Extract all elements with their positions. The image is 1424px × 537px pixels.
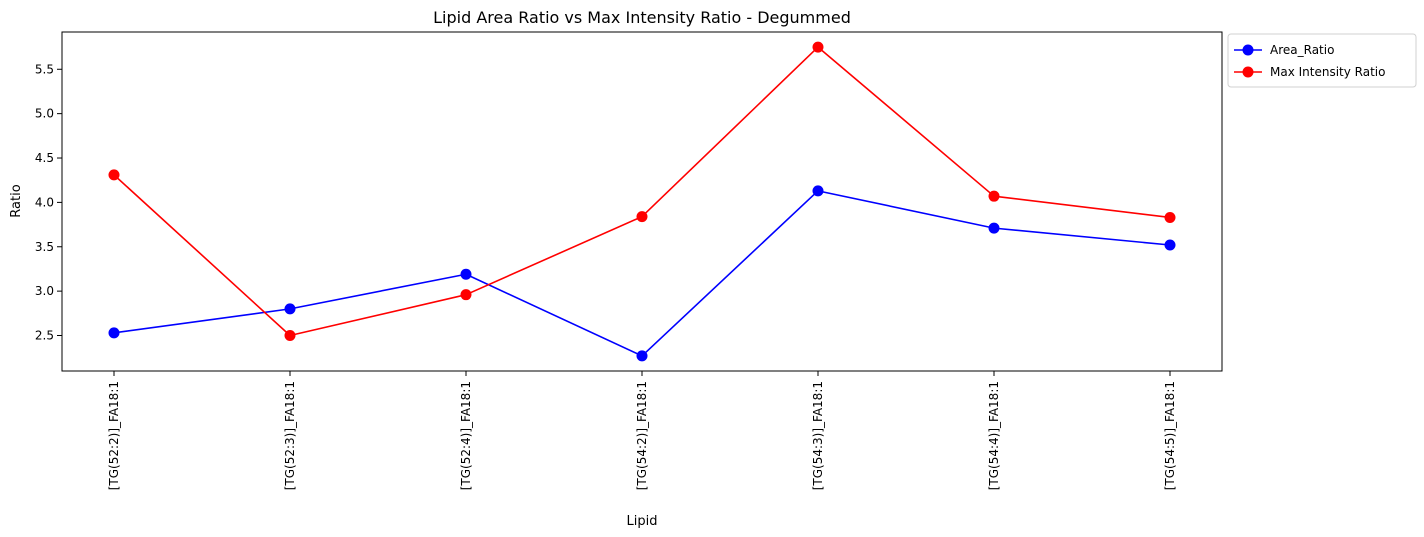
data-point: [988, 190, 1000, 202]
x-tick-label: [TG(52:4)]_FA18:1: [459, 381, 473, 490]
legend-frame: [1227, 33, 1417, 88]
x-tick-label: [TG(54:2)]_FA18:1: [635, 381, 649, 490]
chart-title: Lipid Area Ratio vs Max Intensity Ratio …: [433, 8, 851, 27]
data-point: [812, 41, 824, 53]
data-point: [108, 327, 120, 339]
data-point: [812, 185, 824, 197]
data-point: [460, 268, 472, 280]
y-tick-label: 4.0: [35, 195, 54, 209]
legend-marker: [1242, 44, 1254, 56]
y-tick-label: 4.5: [35, 151, 54, 165]
legend-entry: Area_Ratio: [1234, 43, 1334, 57]
x-tick-label: [TG(54:5)]_FA18:1: [1163, 381, 1177, 490]
y-tick-label: 5.5: [35, 62, 54, 76]
y-tick-label: 5.0: [35, 107, 54, 121]
y-axis-label: Ratio: [9, 184, 24, 217]
data-point: [1164, 239, 1176, 251]
legend-label: Max Intensity Ratio: [1270, 65, 1385, 79]
y-tick-label: 3.0: [35, 284, 54, 298]
legend: Area_Ratio Max Intensity Ratio: [1227, 33, 1417, 88]
y-tick-label: 3.5: [35, 240, 54, 254]
x-tick-label: [TG(52:2)]_FA18:1: [107, 381, 121, 490]
x-axis-label: Lipid: [627, 514, 658, 529]
y-axis: 2.5 3.0 3.5 4.0 4.5 5.0 5.5: [35, 62, 62, 343]
data-point: [284, 303, 296, 315]
data-point: [1164, 211, 1176, 223]
series: [108, 185, 1176, 362]
data-point: [636, 211, 648, 223]
legend-entry: Max Intensity Ratio: [1234, 65, 1385, 79]
series-layer: [108, 41, 1176, 362]
x-tick-label: [TG(52:3)]_FA18:1: [283, 381, 297, 490]
series: [108, 41, 1176, 342]
data-point: [636, 350, 648, 362]
plot-frame: [61, 31, 1223, 372]
legend-label: Area_Ratio: [1270, 43, 1334, 57]
x-axis: [TG(52:2)]_FA18:1 [TG(52:3)]_FA18:1 [TG(52…: [107, 371, 1177, 490]
series-line: [113, 46, 1171, 337]
y-tick-label: 2.5: [35, 329, 54, 343]
legend-marker: [1242, 66, 1254, 78]
data-point: [108, 169, 120, 181]
x-tick-label: [TG(54:3)]_FA18:1: [811, 381, 825, 490]
x-tick-label: [TG(54:4)]_FA18:1: [987, 381, 1001, 490]
data-point: [988, 222, 1000, 234]
data-point: [460, 289, 472, 301]
data-point: [284, 330, 296, 342]
plot-area: [61, 31, 1223, 372]
